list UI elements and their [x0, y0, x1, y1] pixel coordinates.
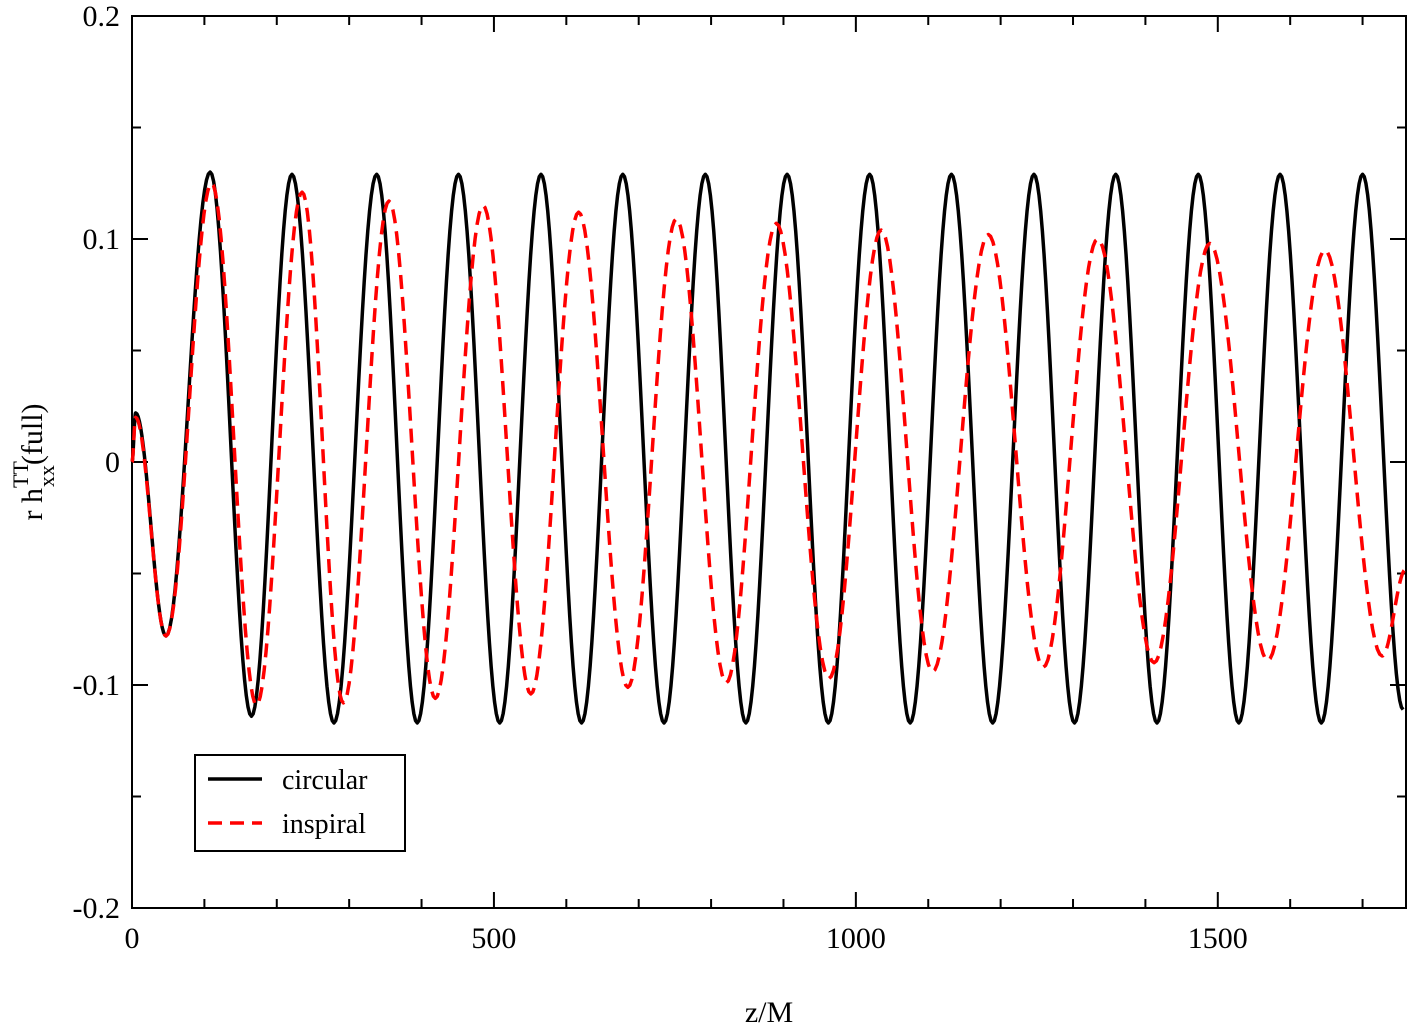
legend-label-inspiral: inspiral: [282, 809, 366, 840]
series-lines: [130, 170, 1407, 725]
y-axis-label-suffix: (full): [16, 403, 49, 465]
y-tick-label: 0: [105, 446, 120, 479]
y-tick-label: -0.1: [73, 669, 121, 702]
y-tick-label: 0.2: [83, 0, 121, 33]
x-tick-label: 500: [471, 922, 516, 955]
x-tick-label: 1500: [1188, 922, 1248, 955]
x-tick-label: 1000: [826, 922, 886, 955]
series-line-inspiral: [130, 181, 1407, 707]
x-tick-label: 0: [125, 922, 140, 955]
y-axis-label: r hTTxx(full): [8, 403, 59, 520]
x-axis-label: z/M: [745, 996, 793, 1027]
legend-box: [194, 754, 406, 852]
y-axis-label-sub: xx: [34, 465, 59, 487]
y-tick-label: 0.1: [83, 223, 121, 256]
series-line-circular: [130, 170, 1405, 725]
tick-labels: 0 500 1000 1500 -0.2 -0.1 0 0.1 0.2: [73, 0, 1248, 955]
axis-ticks: [131, 15, 1406, 909]
legend: circular inspiral: [194, 754, 406, 852]
legend-label-circular: circular: [282, 765, 368, 796]
y-tick-label: -0.2: [73, 892, 121, 925]
y-axis-label-main: r h: [16, 488, 49, 521]
y-axis-label-sup: TT: [8, 461, 33, 488]
